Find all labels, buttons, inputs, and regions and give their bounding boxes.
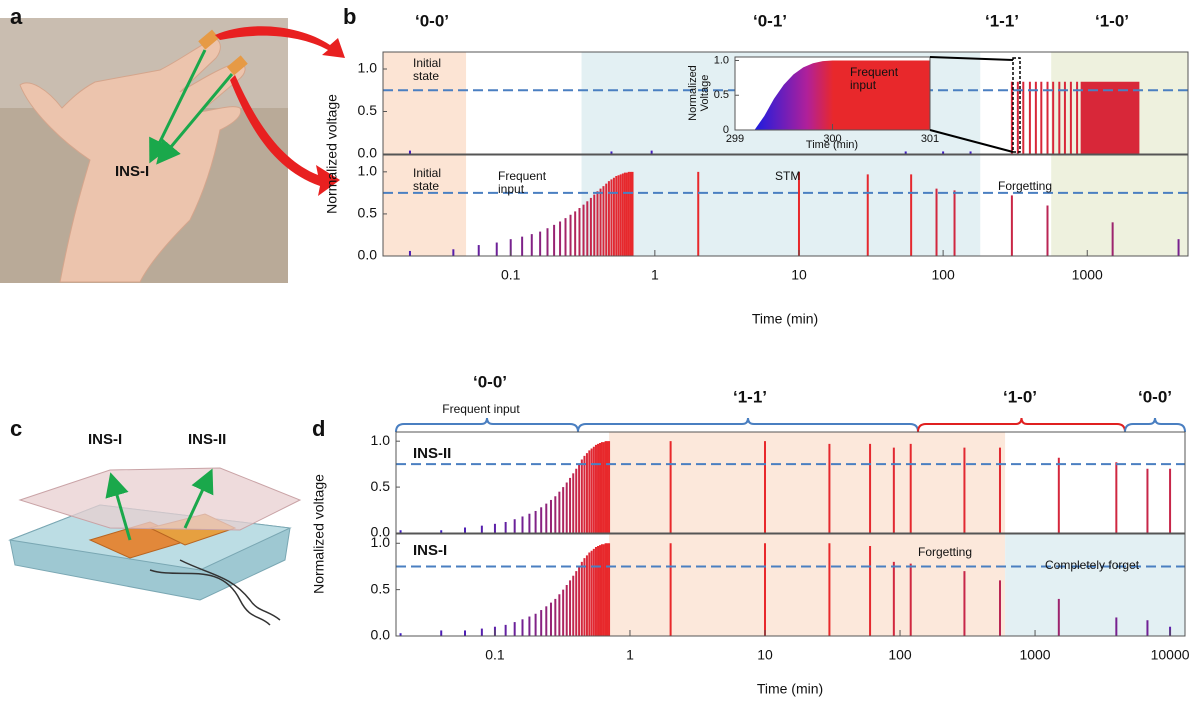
area: [754, 60, 930, 130]
y-tick-label: 0.5: [371, 478, 391, 494]
state-label: ‘1-1’: [733, 387, 767, 406]
y-tick-label: 0.5: [358, 205, 378, 221]
annotation: Completely forget: [1045, 558, 1140, 572]
annotation: Forgetting: [918, 545, 972, 559]
x-tick-label: 299: [726, 133, 744, 145]
shaded-region: [609, 432, 1006, 533]
annotation: Frequent: [850, 65, 899, 79]
x-axis-label: Time (min): [806, 139, 858, 151]
panel-label: a: [10, 4, 23, 29]
x-tick-label: 10: [757, 647, 773, 663]
pulse-block: [1080, 81, 1140, 154]
y-tick-label: 0.5: [358, 102, 378, 118]
y-axis-label: Normalized voltage: [311, 474, 327, 594]
shaded-region: [1051, 155, 1188, 256]
chart: 0 0.5 1.0 299 300 301 Time (min) Normalized Volt…: [687, 54, 939, 151]
x-tick-label: 10000: [1151, 647, 1190, 663]
plot-frame: [395, 431, 1186, 534]
x-tick-label: 100: [888, 647, 912, 663]
shaded-region: [383, 52, 467, 154]
panel-label: d: [312, 416, 325, 441]
state-label: ‘0-0’: [1138, 387, 1172, 406]
zoom-line: [929, 56, 1014, 61]
y-tick-label: 1.0: [714, 54, 729, 66]
x-tick-label: 0.1: [485, 647, 505, 663]
device-label: INS-I: [88, 431, 122, 448]
annotation: state: [413, 179, 439, 193]
channel-label: INS-I: [413, 542, 447, 559]
photo: [0, 18, 345, 283]
chart: 0.0 0.5 1.0 0.1 1 10 100 1000 Time (min) Normaliz…: [324, 94, 1189, 327]
bracket-note: Frequent input: [442, 402, 520, 416]
bracket: [1124, 417, 1186, 433]
annotation: input: [498, 182, 525, 196]
annotation: input: [850, 78, 877, 92]
bracket: [395, 417, 579, 433]
y-tick-label: 0.0: [358, 247, 378, 263]
zoom-box: [1012, 57, 1021, 153]
channel-label: INS-II: [413, 445, 451, 462]
x-tick-label: 1000: [1019, 647, 1050, 663]
bracket: [917, 417, 1126, 433]
annotation: STM: [775, 169, 800, 183]
annotation: state: [413, 69, 439, 83]
plot-frame: [382, 51, 1189, 155]
device-illustration: [8, 467, 302, 626]
y-tick-label: 1.0: [371, 534, 391, 550]
y-axis-label: Normalized voltage: [324, 94, 340, 214]
y-axis-label: Normalized: [687, 65, 699, 121]
y-axis-label: Voltage: [699, 75, 711, 112]
zoom-line: [929, 129, 1014, 153]
state-label: ‘0-0’: [415, 11, 449, 30]
photo-label: INS-I: [115, 163, 149, 180]
y-tick-label: 1.0: [358, 60, 378, 76]
state-label: ‘1-0’: [1003, 387, 1037, 406]
chart: 0.0 0.5 1.0 INS-II: [371, 431, 1186, 540]
state-label: ‘1-1’: [985, 11, 1019, 30]
panel-label: b: [343, 4, 356, 29]
x-tick-label: 300: [823, 133, 841, 145]
bracket: [577, 417, 919, 433]
annotation: Forgetting: [998, 179, 1052, 193]
state-label: ‘0-1’: [753, 11, 787, 30]
shaded-region: [609, 534, 1006, 636]
y-tick-label: 0: [723, 124, 729, 136]
panel-label: c: [10, 416, 22, 441]
y-tick-label: 0.0: [371, 627, 391, 643]
x-tick-label: 1: [651, 267, 659, 283]
state-label: ‘1-0’: [1095, 11, 1129, 30]
x-axis-label: Time (min): [757, 681, 823, 697]
annotation: Initial: [413, 56, 441, 70]
device-label: INS-II: [188, 431, 226, 448]
shaded-region: [1005, 534, 1185, 636]
shaded-region: [383, 155, 467, 256]
x-tick-label: 0.1: [501, 267, 521, 283]
y-tick-label: 0.5: [714, 89, 729, 101]
shaded-region: [581, 155, 981, 256]
x-axis-label: Time (min): [752, 311, 818, 327]
x-tick-label: 100: [931, 267, 955, 283]
plot-frame: [395, 533, 1186, 637]
plot-frame: [382, 154, 1189, 257]
x-tick-label: 10: [791, 267, 807, 283]
state-label: ‘0-0’: [473, 372, 507, 391]
x-tick-label: 301: [921, 133, 939, 145]
y-tick-label: 1.0: [371, 432, 391, 448]
x-tick-label: 1: [626, 647, 634, 663]
chart: 0.0 0.5 1.0 0.1 1 10 100 1000 10000 Time (min) Nor…: [311, 474, 1190, 697]
y-tick-label: 0.0: [371, 524, 391, 540]
y-tick-label: 0.5: [371, 580, 391, 596]
y-tick-label: 0.0: [358, 145, 378, 161]
x-tick-label: 1000: [1072, 267, 1103, 283]
annotation: Frequent: [498, 169, 547, 183]
annotation: Initial: [413, 166, 441, 180]
y-tick-label: 1.0: [358, 163, 378, 179]
